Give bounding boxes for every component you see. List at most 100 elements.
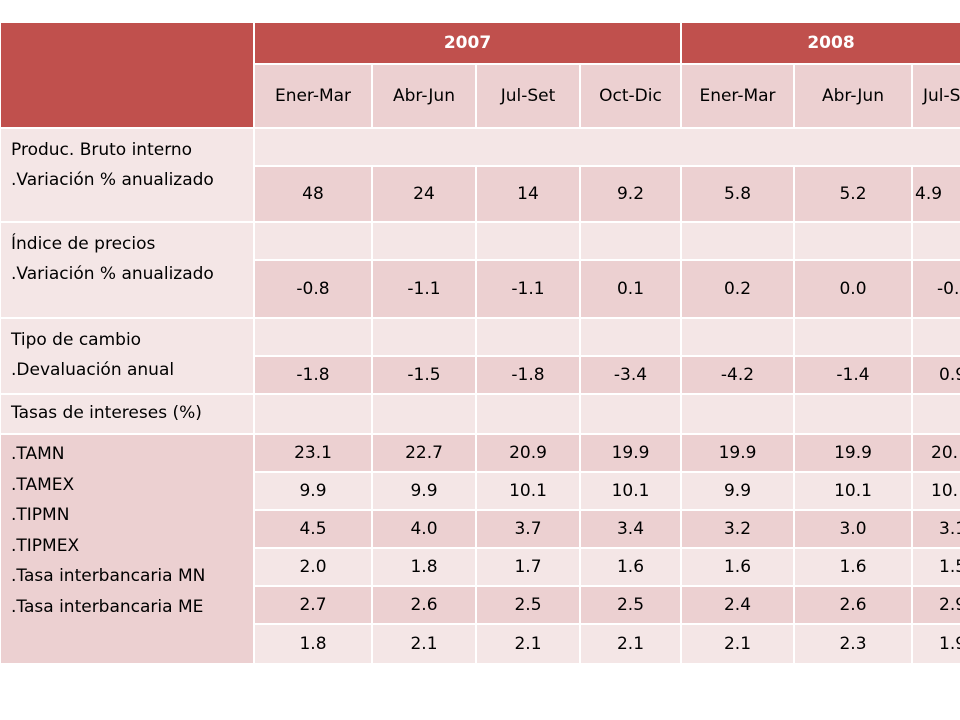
blank-cell (372, 394, 476, 434)
label-line: .Variación % anualizado (11, 170, 214, 190)
blank-cell (254, 128, 960, 166)
label-line: .TAMEX (11, 474, 75, 495)
value-cell: 3.4 (580, 510, 681, 548)
label-line: .Devaluación anual (11, 360, 175, 380)
value-cell: 2.7 (254, 586, 372, 624)
value-cell: 0.0 (794, 260, 912, 318)
blank-cell (372, 222, 476, 260)
value-cell: 1.5 (912, 548, 960, 586)
value-cell: 10.1 (476, 472, 580, 510)
quarter-header: Abr-Jun (372, 64, 476, 128)
blank-cell (476, 394, 580, 434)
value-cell: 2.1 (372, 624, 476, 664)
row-label-rates: .TAMN .TAMEX .TIPMN .TIPMEX .Tasa interb… (0, 434, 254, 664)
blank-cell (912, 394, 960, 434)
value-cell: 0.2 (681, 260, 794, 318)
quarter-header: Oct-Dic (580, 64, 681, 128)
value-cell: 1.7 (476, 548, 580, 586)
value-cell: 10.1 (580, 472, 681, 510)
label-line: Tasas de intereses (%) (11, 403, 202, 423)
value-cell: 4.0 (372, 510, 476, 548)
quarter-header: Jul-Set (476, 64, 580, 128)
value-cell: -1.8 (254, 356, 372, 394)
value-cell: 3.2 (681, 510, 794, 548)
value-cell: 10.1 (794, 472, 912, 510)
value-cell: -1.5 (372, 356, 476, 394)
blank-cell (476, 222, 580, 260)
label-line: .TAMN (11, 444, 65, 464)
value-cell: -1.8 (476, 356, 580, 394)
blank-cell (794, 318, 912, 356)
blank-cell (681, 394, 794, 434)
blank-cell (681, 318, 794, 356)
value-cell: 0.1 (580, 260, 681, 318)
value-cell: 4.5 (254, 510, 372, 548)
blank-cell (254, 222, 372, 260)
value-cell: 9.9 (681, 472, 794, 510)
value-cell: 2.1 (476, 624, 580, 664)
value-cell: -1.1 (372, 260, 476, 318)
quarter-header: Abr-Jun (794, 64, 912, 128)
value-cell: 2.6 (372, 586, 476, 624)
value-cell: 19.9 (681, 434, 794, 472)
value-cell: 2.1 (580, 624, 681, 664)
value-cell: 9.9 (254, 472, 372, 510)
quarter-header: Jul-Se (912, 64, 960, 128)
value-cell: 4.9 (912, 166, 960, 222)
label-line: .TIPMN (11, 505, 70, 525)
label-line: Produc. Bruto interno (11, 140, 193, 160)
blank-cell (580, 222, 681, 260)
blank-cell (912, 318, 960, 356)
row-label-interest-rates: Tasas de intereses (%) (0, 394, 254, 434)
value-cell: 1.6 (580, 548, 681, 586)
value-cell: 2.3 (794, 624, 912, 664)
year-header-2007: 2007 (254, 22, 681, 64)
value-cell: 1.8 (254, 624, 372, 664)
blank-cell (476, 318, 580, 356)
value-cell: 9.9 (372, 472, 476, 510)
value-cell: 14 (476, 166, 580, 222)
value-cell: -1.1 (476, 260, 580, 318)
value-cell: 48 (254, 166, 372, 222)
label-line: Tipo de cambio (11, 330, 142, 350)
value-cell: -0. (912, 260, 960, 318)
blank-cell (580, 394, 681, 434)
label-line: .Variación % anualizado (11, 264, 214, 284)
value-cell: 2.5 (580, 586, 681, 624)
row-label-pbi: Produc. Bruto interno .Variación % anual… (0, 128, 254, 222)
value-cell: 2.4 (681, 586, 794, 624)
value-cell: 5.8 (681, 166, 794, 222)
value-cell: -0.8 (254, 260, 372, 318)
value-cell: 22.7 (372, 434, 476, 472)
value-cell: 23.1 (254, 434, 372, 472)
value-cell: 20.9 (476, 434, 580, 472)
value-cell: 5.2 (794, 166, 912, 222)
blank-cell (794, 394, 912, 434)
value-cell: 10. (912, 472, 960, 510)
value-cell: 1.9 (912, 624, 960, 664)
value-cell: 2.0 (254, 548, 372, 586)
value-cell: 9.2 (580, 166, 681, 222)
blank-cell (254, 394, 372, 434)
blank-cell (254, 318, 372, 356)
blank-cell (681, 222, 794, 260)
value-cell: 1.6 (681, 548, 794, 586)
year-header-2008: 2008 (681, 22, 960, 64)
value-cell: 19.9 (580, 434, 681, 472)
value-cell: -4.2 (681, 356, 794, 394)
quarter-header: Ener-Mar (254, 64, 372, 128)
value-cell: -1.4 (794, 356, 912, 394)
row-label-exchange-rate: Tipo de cambio .Devaluación anual (0, 318, 254, 394)
value-cell: 2.1 (681, 624, 794, 664)
value-cell: 3.7 (476, 510, 580, 548)
blank-cell (580, 318, 681, 356)
label-line: .TIPMEX (11, 535, 80, 556)
value-cell: 2.9 (912, 586, 960, 624)
row-label-price-index: Índice de precios .Variación % anualizad… (0, 222, 254, 318)
value-cell: -3.4 (580, 356, 681, 394)
value-cell: 1.8 (372, 548, 476, 586)
value-cell: 2.6 (794, 586, 912, 624)
label-line: .Tasa interbancaria MN (11, 566, 206, 586)
blank-cell (794, 222, 912, 260)
value-cell: 3.0 (794, 510, 912, 548)
